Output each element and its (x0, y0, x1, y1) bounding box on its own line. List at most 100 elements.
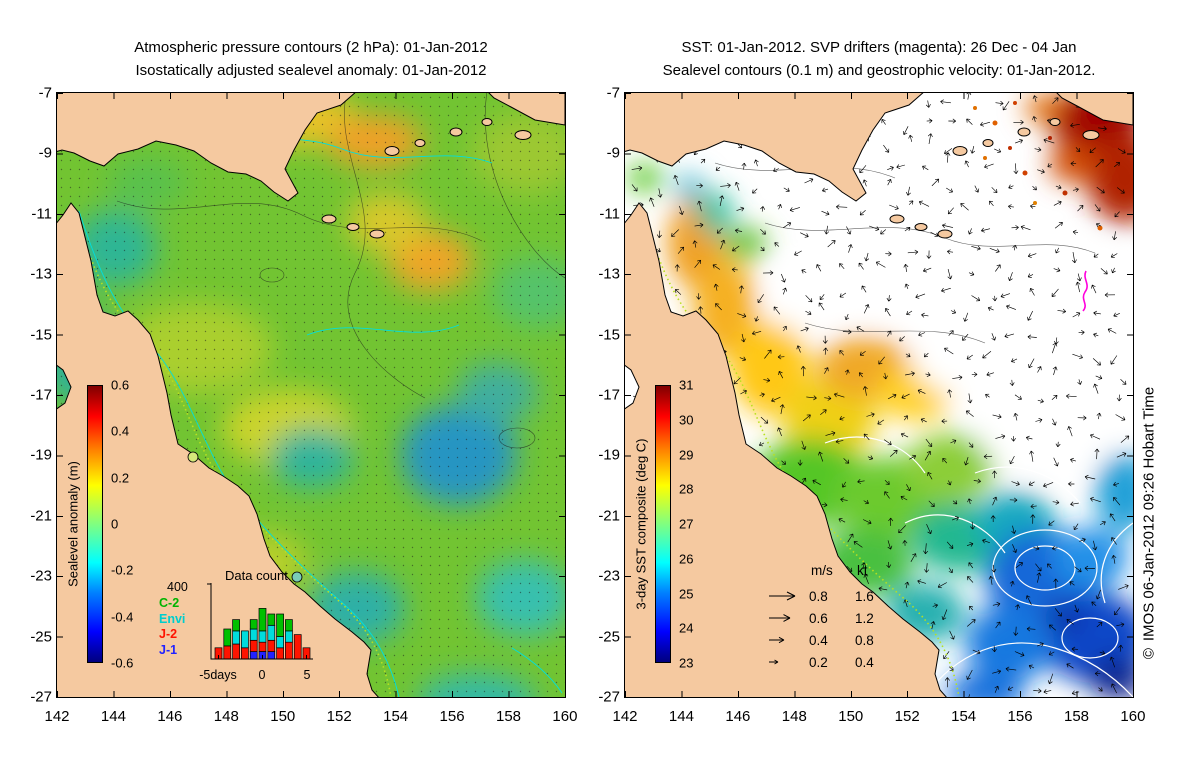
x-tick-label: 158 (1063, 708, 1090, 725)
x-tick-label: 160 (1120, 708, 1146, 725)
colorbar-tick-label: 0.2 (111, 470, 130, 486)
colorbar-tick-label: 0.6 (111, 377, 130, 393)
x-tick-label: 160 (552, 708, 578, 725)
x-tick-label: 150 (838, 708, 864, 725)
colorbar-tick-label: 31 (679, 377, 694, 393)
y-tick-label: -27 (598, 688, 620, 706)
colorbar-tick-label: 0.4 (111, 423, 130, 439)
y-tick-label: -9 (38, 144, 52, 162)
y-tick-label: -25 (30, 628, 52, 646)
copyright-symbol: © (1140, 648, 1158, 660)
y-tick-label: -7 (38, 84, 52, 102)
right-panel-title: SST: 01-Jan-2012. SVP drifters (magenta)… (625, 36, 1133, 82)
sst-colorbar-label: 3-day SST composite (deg C) (633, 438, 649, 610)
velocity-scale-row: 0.2 0.4 (765, 651, 895, 673)
x-tick-label: 150 (270, 708, 296, 725)
speed-kt: 0.4 (855, 654, 874, 670)
data-count-inset: Data count 400 C-2 Envi J-2 J-1 -5days 0 5 (157, 566, 377, 691)
right-plot-area: 3-day SST composite (deg C) 31 30 29 28 27 26… (624, 92, 1134, 698)
colorbar-tick-label: 29 (679, 447, 694, 462)
y-tick-label: -7 (606, 84, 620, 102)
satellite-legend: C-2 Envi J-2 J-1 (159, 596, 185, 658)
sealevel-colorbar-gradient (87, 385, 103, 663)
sst-colorbar-gradient (655, 385, 671, 663)
speed-ms: 0.8 (809, 588, 828, 604)
y-tick-label: -23 (30, 567, 52, 585)
velocity-legend: m/s kt 0.8 1.6 0.6 1.2 (765, 561, 915, 681)
y-tick-label: -27 (30, 688, 52, 706)
right-title-line1: SST: 01-Jan-2012. SVP drifters (magenta)… (681, 39, 1077, 56)
right-title-line2: Sealevel contours (0.1 m) and geostrophi… (662, 62, 1096, 79)
y-tick-label: -15 (30, 326, 52, 344)
satellite-legend-item: J-1 (159, 642, 178, 657)
speed-kt: 1.6 (855, 588, 874, 604)
velocity-scale-rows: 0.8 1.6 0.6 1.2 0.4 0.8 0.2 (765, 585, 895, 673)
velocity-unit-kt: kt (857, 563, 868, 578)
left-title-line2: Isostatically adjusted sealevel anomaly:… (135, 62, 487, 79)
arrow-0.8 (769, 591, 796, 601)
y-tick-label: -19 (30, 446, 52, 464)
left-title-line1: Atmospheric pressure contours (2 hPa): 0… (134, 39, 488, 56)
y-tick-label: -23 (598, 567, 620, 585)
x-tick-label: 148 (781, 708, 807, 725)
y-tick-label: -25 (598, 628, 620, 646)
land (57, 93, 565, 697)
x-tick-label: 142 (44, 708, 70, 725)
sealevel-anomaly-map (57, 93, 565, 697)
x-tick-label: 156 (1007, 708, 1033, 725)
pressure-contours (116, 93, 565, 449)
satellite-legend-item: C-2 (159, 596, 180, 610)
left-plot-area: Sealevel anomaly (m) 0.6 0.4 0.2 0 -0.2 -0.4 -… (56, 92, 566, 698)
imos-watermark: © IMOS 06-Jan-2012 09:26 Hobart Time (1141, 387, 1158, 659)
colorbar-tick-label: -0.4 (111, 609, 134, 625)
land (625, 93, 1133, 697)
sealevel-colorbar: Sealevel anomaly (m) 0.6 0.4 0.2 0 -0.2 -0.4 -… (66, 378, 175, 671)
x-tick-label: 154 (951, 708, 977, 725)
inset-x-label-right: 5 (303, 668, 311, 682)
x-tick-label: 146 (725, 708, 751, 725)
colorbar-tick-label: 27 (679, 516, 694, 532)
x-tick-label: 144 (100, 708, 126, 725)
y-tick-label: -17 (598, 386, 620, 404)
y-tick-label: -13 (598, 265, 620, 283)
sst-colorbar: 3-day SST composite (deg C) 31 30 29 28 27 26… (634, 378, 743, 671)
colorbar-tick-label: 0 (111, 516, 119, 532)
colorbar-tick-label: 30 (679, 412, 694, 428)
coast-fringe-dotted (640, 206, 960, 697)
speed-kt: 0.8 (855, 632, 874, 648)
inset-x-label-left: -5days (199, 668, 237, 682)
inset-y-tick: 400 (167, 580, 188, 594)
satellite-legend-item: Envi (159, 611, 186, 626)
sst-map (625, 93, 1133, 697)
station-markers (187, 451, 303, 583)
x-tick-label: 144 (668, 708, 694, 725)
x-tick-label: 158 (495, 708, 522, 725)
colorbar-tick-label: 28 (679, 481, 694, 497)
colorbar-tick-label: 26 (679, 551, 694, 567)
y-tick-label: -19 (598, 446, 620, 464)
x-tick-label: 146 (157, 708, 183, 725)
x-tick-label: 156 (439, 708, 465, 725)
satellite-legend-item: J-2 (159, 627, 178, 641)
right-y-axis-labels: -7 -9 -11 -13 -15 -17 -19 -21 -23 -25 -27 (582, 85, 620, 706)
colorbar-tick-label: 24 (679, 620, 694, 636)
y-tick-label: -17 (30, 386, 52, 404)
left-panel-title: Atmospheric pressure contours (2 hPa): 0… (57, 36, 565, 82)
y-tick-label: -13 (30, 265, 52, 283)
arrow-0.2 (769, 659, 779, 665)
left-x-axis-labels: 142 144 146 148 150 152 154 156 158 160 (44, 708, 577, 726)
x-tick-label: 142 (612, 708, 638, 725)
y-tick-label: -21 (30, 507, 52, 525)
y-tick-label: -11 (599, 205, 620, 223)
right-x-axis-labels: 142 144 146 148 150 152 154 156 158 160 (612, 708, 1145, 726)
x-tick-label: 154 (383, 708, 409, 725)
inset-x-label-mid: 0 (258, 668, 266, 682)
sealevel-colorbar-label: Sealevel anomaly (m) (65, 461, 81, 587)
y-tick-label: -9 (606, 144, 620, 162)
colorbar-tick-label: -0.6 (111, 655, 134, 671)
x-tick-label: 152 (894, 708, 920, 725)
colorbar-tick-label: 25 (679, 586, 694, 601)
velocity-scale-row: 0.6 1.2 (765, 607, 895, 629)
y-tick-label: -21 (598, 507, 620, 525)
